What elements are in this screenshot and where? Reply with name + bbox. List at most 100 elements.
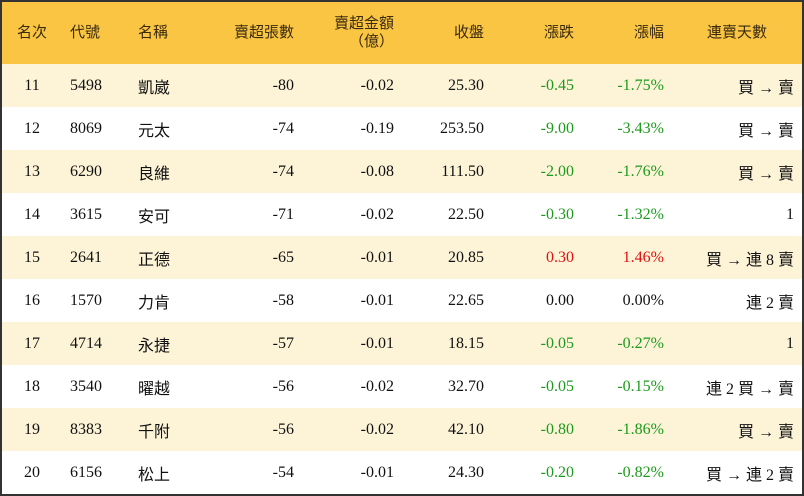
- table-cell: 元太: [138, 122, 171, 140]
- table-cell: 19: [2, 408, 62, 451]
- table-cell: 買 → 賣: [672, 150, 802, 193]
- table-cell: -0.80: [492, 408, 582, 451]
- table-cell: 18: [24, 377, 40, 395]
- table-cell: -0.01: [360, 463, 394, 481]
- table-cell: -56: [272, 377, 294, 395]
- table-cell: 連 2 買 → 賣: [705, 380, 794, 398]
- table-cell: 4714: [62, 322, 130, 365]
- table-cell: 5498: [62, 64, 130, 107]
- table-cell: 111.50: [402, 150, 492, 193]
- table-cell: 32.70: [448, 377, 484, 395]
- table-cell: -0.82%: [617, 463, 664, 481]
- table-cell: -1.75%: [582, 64, 672, 107]
- table-cell: -1.32%: [617, 205, 664, 223]
- table-cell: 24.30: [448, 463, 484, 481]
- table-cell: -0.05: [540, 377, 574, 395]
- table-cell: -54: [272, 463, 294, 481]
- table-cell: 1.46%: [582, 236, 672, 279]
- table-cell: 42.10: [402, 408, 492, 451]
- table-cell: -2.00: [492, 150, 582, 193]
- table-cell: 1: [786, 205, 794, 223]
- table-cell: -0.02: [360, 205, 394, 223]
- table-row: 11 5498 凱崴 -80 -0.02 25.30 -0.45 -1.75% 買 → 賣: [2, 64, 802, 107]
- table-cell: -0.01: [302, 236, 402, 279]
- table-cell: 買 → 賣: [672, 408, 802, 451]
- table-cell: 8383: [62, 408, 130, 451]
- table-row: 17 4714 永捷 -57 -0.01 18.15 -0.05 -0.27% 1: [2, 322, 802, 365]
- table-cell: -1.86%: [582, 408, 672, 451]
- table-cell: 12: [24, 119, 40, 137]
- table-cell: -65: [206, 236, 302, 279]
- header-cell: 賣超金額 （億）: [302, 2, 402, 64]
- table-cell: 13: [2, 150, 62, 193]
- table-cell: -0.02: [302, 408, 402, 451]
- table-cell: -9.00: [540, 119, 574, 137]
- table-cell: 0.30: [492, 236, 582, 279]
- header-cell: 名次: [2, 2, 62, 64]
- table-cell: 安可: [138, 208, 171, 226]
- table-cell: 20: [24, 463, 40, 481]
- table-cell: -58: [272, 291, 294, 309]
- table-cell: 16: [24, 291, 40, 309]
- header-row: 名次 代號 名稱 賣超張數 賣超金額 （億） 收盤 漲跌 漲幅 連賣天數: [2, 2, 802, 64]
- table-cell: -0.19: [360, 119, 394, 137]
- table-cell: -57: [206, 322, 302, 365]
- table-cell: -0.05: [492, 322, 582, 365]
- table-cell: 曜越: [138, 380, 171, 398]
- table-cell: 買 → 賣: [672, 64, 802, 107]
- table-row: 13 6290 良維 -74 -0.08 111.50 -2.00 -1.76% 買 → 賣: [2, 150, 802, 193]
- table-cell: -74: [272, 119, 294, 137]
- table-cell: 買 → 賣: [737, 122, 794, 140]
- header-cell: 名稱: [130, 2, 206, 64]
- table-cell: 1570: [70, 291, 102, 309]
- table-row: 18 3540 曜越 -56 -0.02 32.70 -0.05 -0.15% 連 2 買 → …: [2, 365, 802, 408]
- table-cell: -0.01: [360, 291, 394, 309]
- table-row: 16 1570 力肯 -58 -0.01 22.65 0.00 0.00% 連 2 賣: [2, 279, 802, 322]
- table-cell: 6156: [70, 463, 102, 481]
- table-cell: 3540: [70, 377, 102, 395]
- table-cell: 千附: [130, 408, 206, 451]
- table-cell: -1.76%: [582, 150, 672, 193]
- table-cell: 11: [2, 64, 62, 107]
- table-cell: 0.00%: [622, 291, 664, 309]
- table-cell: -0.08: [302, 150, 402, 193]
- table-cell: -0.20: [540, 463, 574, 481]
- table-cell: 永捷: [130, 322, 206, 365]
- table-cell: -71: [272, 205, 294, 223]
- table-cell: 22.65: [448, 291, 484, 309]
- table-cell: 連 2 賣: [745, 294, 794, 312]
- header-cell: 連賣天數: [672, 2, 802, 64]
- table-cell: 22.50: [448, 205, 484, 223]
- table-cell: 20.85: [402, 236, 492, 279]
- table-cell: 良維: [130, 150, 206, 193]
- table-cell: -0.15%: [617, 377, 664, 395]
- table-cell: -80: [206, 64, 302, 107]
- table-cell: 1: [672, 322, 802, 365]
- table-cell: -0.27%: [582, 322, 672, 365]
- table-cell: 17: [2, 322, 62, 365]
- table-cell: 15: [2, 236, 62, 279]
- table-cell: 0.00: [546, 291, 574, 309]
- table-cell: 18.15: [402, 322, 492, 365]
- table-cell: 松上: [138, 466, 171, 484]
- table-cell: 253.50: [440, 119, 484, 137]
- table-cell: -0.02: [302, 64, 402, 107]
- table-cell: -56: [206, 408, 302, 451]
- table-cell: -0.30: [540, 205, 574, 223]
- table-cell: 25.30: [402, 64, 492, 107]
- table-cell: -0.02: [360, 377, 394, 395]
- table-cell: -0.01: [302, 322, 402, 365]
- table-cell: 凱崴: [130, 64, 206, 107]
- table-cell: 6290: [62, 150, 130, 193]
- table-row: 19 8383 千附 -56 -0.02 42.10 -0.80 -1.86% 買 → 賣: [2, 408, 802, 451]
- table-cell: 力肯: [138, 294, 171, 312]
- table-cell: -0.45: [492, 64, 582, 107]
- header-cell: 漲跌: [492, 2, 582, 64]
- header-cell: 收盤: [402, 2, 492, 64]
- table-cell: 3615: [70, 205, 102, 223]
- table-cell: 14: [24, 205, 40, 223]
- table-cell: 正德: [130, 236, 206, 279]
- table-cell: 8069: [70, 119, 102, 137]
